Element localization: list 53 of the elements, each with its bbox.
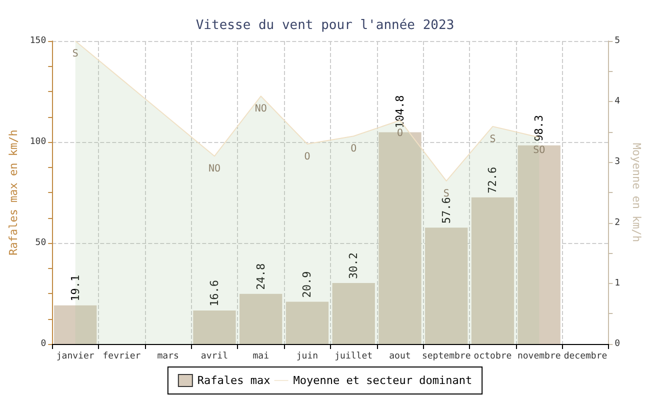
- y-tick-label: 0: [40, 339, 46, 349]
- y2-tick-label: 2: [614, 218, 620, 228]
- chart-title: Vitesse du vent pour l'année 2023: [196, 18, 454, 33]
- y-axis-title: Rafales max en km/h: [7, 130, 20, 256]
- data-label: S: [490, 134, 496, 145]
- bar: [518, 145, 560, 344]
- bar: [471, 197, 514, 344]
- data-label: 20.9: [300, 271, 314, 298]
- data-label: NO: [208, 164, 220, 175]
- bar: [425, 228, 468, 344]
- data-label: O: [350, 144, 357, 155]
- data-label: 57.6: [440, 197, 453, 224]
- data-label: 98.3: [532, 114, 546, 142]
- data-label: 72.6: [486, 166, 500, 194]
- data-label: 30.2: [347, 252, 360, 279]
- y-tick-label: 50: [35, 238, 46, 248]
- x-tick-label: novembre: [517, 352, 561, 362]
- data-label: 19.1: [68, 274, 82, 302]
- data-label: 24.8: [254, 263, 268, 290]
- x-tick-label: janvier: [56, 352, 95, 362]
- x-tick-label: mai: [252, 352, 269, 362]
- x-tick-label: septembre: [422, 352, 471, 362]
- legend-label: Rafales max: [197, 374, 271, 387]
- bar: [193, 310, 236, 344]
- x-tick-label: juillet: [334, 352, 373, 362]
- x-tick-label: decembre: [564, 352, 608, 362]
- y2-tick-label: 5: [614, 36, 620, 46]
- x-tick-label: octobre: [474, 352, 512, 362]
- x-tick-label: aout: [389, 352, 411, 362]
- x-tick-label: fevrier: [102, 352, 142, 362]
- y2-tick-label: 3: [614, 157, 620, 168]
- y2-tick-label: 0: [614, 339, 620, 349]
- data-label: O: [396, 128, 403, 139]
- data-label: S: [72, 48, 78, 60]
- bar: [332, 282, 375, 344]
- data-label: S: [443, 188, 450, 200]
- bar: [286, 302, 329, 344]
- bar: [54, 305, 97, 344]
- legend-label: Moyenne et secteur dominant: [293, 374, 472, 387]
- x-tick-label: mars: [157, 352, 179, 362]
- y2-tick-label: 1: [614, 278, 620, 288]
- y2-axis-title: Moyenne en km/h: [630, 142, 643, 242]
- x-tick-label: juin: [296, 352, 318, 362]
- data-label: 16.6: [208, 280, 221, 306]
- data-label: O: [304, 152, 310, 163]
- data-label: 104.8: [393, 95, 406, 128]
- data-label: NO: [254, 104, 267, 115]
- y-tick-label: 100: [30, 137, 46, 147]
- y-tick-label: 150: [30, 36, 46, 46]
- bar: [240, 294, 282, 344]
- x-tick-label: avril: [200, 352, 228, 362]
- data-label: SO: [533, 144, 546, 156]
- y2-tick-label: 4: [614, 96, 620, 107]
